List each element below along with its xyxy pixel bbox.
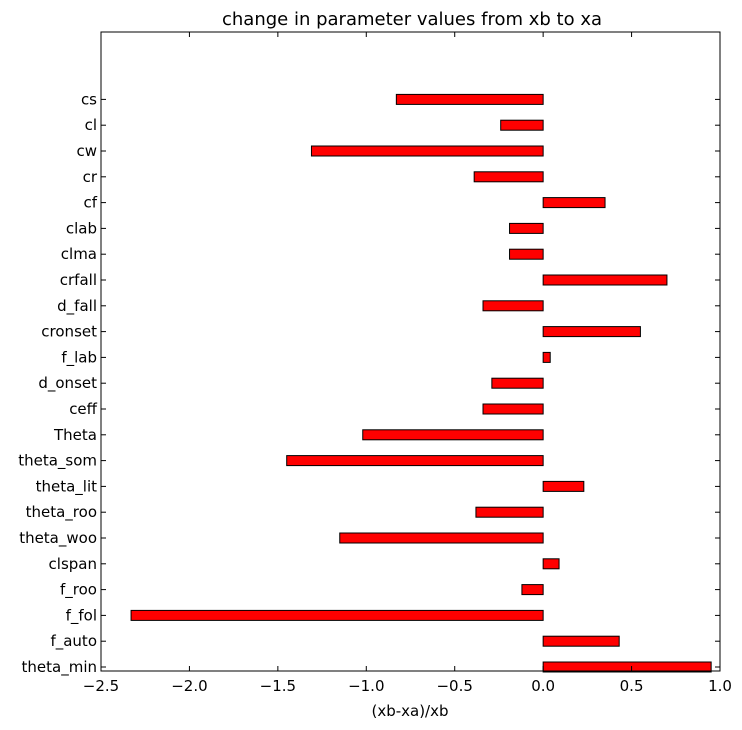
x-tick-label: −0.5 <box>436 677 472 695</box>
y-tick-label: cf <box>83 194 97 212</box>
ticks-layer: theta_min f_auto f_fol f_roo clspan theta_woo… <box>18 32 732 695</box>
y-tick-label: clma <box>61 245 97 263</box>
x-tick-label: −2.5 <box>83 677 119 695</box>
bar-ceff <box>482 403 544 415</box>
y-tick-label: clspan <box>49 555 97 573</box>
x-tick-label: 0.0 <box>531 677 555 695</box>
y-tick-label: cr <box>83 168 98 186</box>
bar-f_auto <box>542 635 620 647</box>
bar-theta_roo <box>475 506 544 518</box>
bar-theta_lit <box>542 480 585 492</box>
x-tick-label: 0.5 <box>620 677 644 695</box>
bar-Theta <box>362 429 544 441</box>
plot-frame <box>100 31 721 672</box>
bar-crfall <box>542 274 668 286</box>
y-tick-label: theta_roo <box>26 503 97 522</box>
bar-clspan <box>542 558 560 570</box>
y-tick-label: theta_min <box>22 658 97 677</box>
bar-cr <box>473 171 544 183</box>
bar-f_fol <box>130 609 544 621</box>
x-tick-label: 1.0 <box>708 677 732 695</box>
bar-theta_woo <box>339 532 544 544</box>
y-tick-label: clab <box>66 219 97 237</box>
y-tick-label: Theta <box>53 426 97 444</box>
x-tick-label: −1.0 <box>348 677 384 695</box>
bar-f_roo <box>521 584 544 596</box>
bar-cl <box>500 119 544 131</box>
bar-clma <box>509 248 544 260</box>
y-tick-label: theta_lit <box>36 477 98 496</box>
x-tick-label: −1.5 <box>260 677 296 695</box>
y-tick-label: d_fall <box>57 297 97 316</box>
y-tick-label: d_onset <box>38 374 97 393</box>
bar-theta_som <box>286 455 544 467</box>
bars-layer <box>130 93 712 673</box>
y-tick-label: f_roo <box>60 581 97 600</box>
y-tick-label: ceff <box>69 400 97 418</box>
y-tick-label: cl <box>85 116 97 134</box>
x-axis-label: (xb-xa)/xb <box>371 702 448 720</box>
bar-d_onset <box>491 377 544 389</box>
y-tick-label: crfall <box>60 271 97 289</box>
bar-cf <box>542 197 606 209</box>
y-tick-label: cs <box>81 90 97 108</box>
y-tick-label: f_fol <box>66 606 97 625</box>
y-tick-label: f_auto <box>50 632 97 651</box>
bar-f_lab <box>542 351 551 363</box>
bar-cs <box>395 93 544 105</box>
chart-title: change in parameter values from xb to xa <box>222 9 602 30</box>
bar-d_fall <box>482 300 544 312</box>
y-tick-label: theta_som <box>18 452 97 471</box>
bar-clab <box>509 222 544 234</box>
y-tick-label: cronset <box>41 323 97 341</box>
y-tick-label: f_lab <box>61 348 97 367</box>
y-tick-label: cw <box>76 142 97 160</box>
bar-cw <box>310 145 544 157</box>
y-tick-label: theta_woo <box>19 529 97 548</box>
x-tick-label: −2.0 <box>171 677 207 695</box>
bar-cronset <box>542 326 641 338</box>
